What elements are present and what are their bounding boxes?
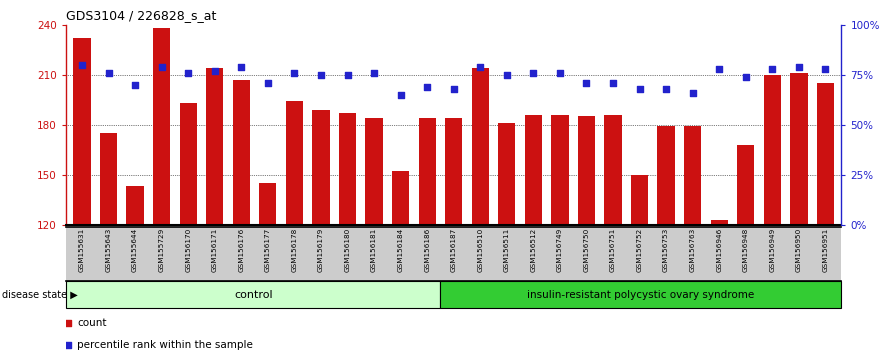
Text: count: count <box>78 318 107 329</box>
Point <box>659 86 673 92</box>
Bar <box>445 118 463 225</box>
Text: GSM156171: GSM156171 <box>211 228 218 273</box>
Bar <box>206 68 224 225</box>
Point <box>101 70 115 76</box>
Bar <box>285 102 303 225</box>
Point <box>420 84 434 90</box>
Bar <box>100 133 117 225</box>
Text: GSM156512: GSM156512 <box>530 228 537 273</box>
Point <box>633 86 647 92</box>
Point <box>712 66 726 72</box>
Point <box>234 64 248 70</box>
Point <box>300 245 314 251</box>
Text: percentile rank within the sample: percentile rank within the sample <box>78 339 253 350</box>
Point <box>818 66 833 72</box>
Text: GSM156950: GSM156950 <box>796 228 802 273</box>
Bar <box>66 281 440 308</box>
Text: GSM156951: GSM156951 <box>823 228 828 273</box>
Bar <box>339 113 356 225</box>
Text: GSM156750: GSM156750 <box>583 228 589 273</box>
Bar <box>366 118 382 225</box>
Bar <box>631 175 648 225</box>
Text: GSM156752: GSM156752 <box>637 228 642 273</box>
Bar <box>471 68 489 225</box>
Point <box>792 64 806 70</box>
Bar <box>711 220 728 225</box>
Text: GSM156177: GSM156177 <box>265 228 270 273</box>
Text: GSM155644: GSM155644 <box>132 228 138 273</box>
Point <box>300 52 314 58</box>
Text: GSM156184: GSM156184 <box>397 228 403 273</box>
Text: GSM156946: GSM156946 <box>716 228 722 273</box>
Point <box>739 74 753 80</box>
Bar <box>233 80 250 225</box>
Bar <box>790 73 808 225</box>
Bar <box>684 126 701 225</box>
Point <box>766 66 780 72</box>
Text: GSM156179: GSM156179 <box>318 228 324 273</box>
Bar <box>525 115 542 225</box>
Point <box>208 68 222 74</box>
Text: GSM156751: GSM156751 <box>610 228 616 273</box>
Point <box>367 70 381 76</box>
Text: GSM156186: GSM156186 <box>424 228 430 273</box>
Text: GSM156178: GSM156178 <box>292 228 298 273</box>
Point <box>340 72 354 78</box>
Text: GDS3104 / 226828_s_at: GDS3104 / 226828_s_at <box>66 9 217 22</box>
Text: GSM156187: GSM156187 <box>451 228 456 273</box>
Point <box>181 70 196 76</box>
Point <box>287 70 301 76</box>
Text: GSM156176: GSM156176 <box>238 228 244 273</box>
Bar <box>498 123 515 225</box>
Point <box>75 62 89 68</box>
Text: GSM156511: GSM156511 <box>504 228 510 273</box>
Bar <box>259 183 277 225</box>
Bar <box>737 145 754 225</box>
Text: GSM155643: GSM155643 <box>106 228 112 273</box>
Bar <box>127 187 144 225</box>
Point <box>447 86 461 92</box>
Bar <box>578 116 595 225</box>
Text: insulin-resistant polycystic ovary syndrome: insulin-resistant polycystic ovary syndr… <box>527 290 754 300</box>
Text: GSM155729: GSM155729 <box>159 228 165 273</box>
Text: GSM156753: GSM156753 <box>663 228 670 273</box>
Point <box>500 72 514 78</box>
Bar <box>392 171 410 225</box>
Text: GSM156181: GSM156181 <box>371 228 377 273</box>
Bar <box>440 281 841 308</box>
Bar <box>604 115 622 225</box>
Bar <box>418 118 436 225</box>
Bar <box>657 126 675 225</box>
Bar <box>552 115 568 225</box>
Bar <box>73 38 91 225</box>
Text: GSM155631: GSM155631 <box>79 228 85 273</box>
Bar <box>764 75 781 225</box>
Text: GSM156763: GSM156763 <box>690 228 696 273</box>
Point <box>314 72 328 78</box>
Point <box>154 64 168 70</box>
Text: disease state ▶: disease state ▶ <box>2 290 78 300</box>
Point <box>580 80 594 86</box>
Point <box>128 82 142 87</box>
Text: control: control <box>233 290 272 300</box>
Text: GSM156180: GSM156180 <box>344 228 351 273</box>
Point <box>553 70 567 76</box>
Text: GSM156948: GSM156948 <box>743 228 749 273</box>
Text: GSM156749: GSM156749 <box>557 228 563 273</box>
Point <box>685 90 700 96</box>
Text: GSM156949: GSM156949 <box>769 228 775 273</box>
Point <box>394 92 408 98</box>
Bar <box>817 83 834 225</box>
Point <box>606 80 620 86</box>
Point <box>526 70 540 76</box>
Point <box>473 64 487 70</box>
Bar <box>313 110 329 225</box>
Point <box>261 80 275 86</box>
Text: GSM156170: GSM156170 <box>185 228 191 273</box>
Bar <box>153 28 170 225</box>
Bar <box>180 103 196 225</box>
Text: GSM156510: GSM156510 <box>478 228 484 273</box>
